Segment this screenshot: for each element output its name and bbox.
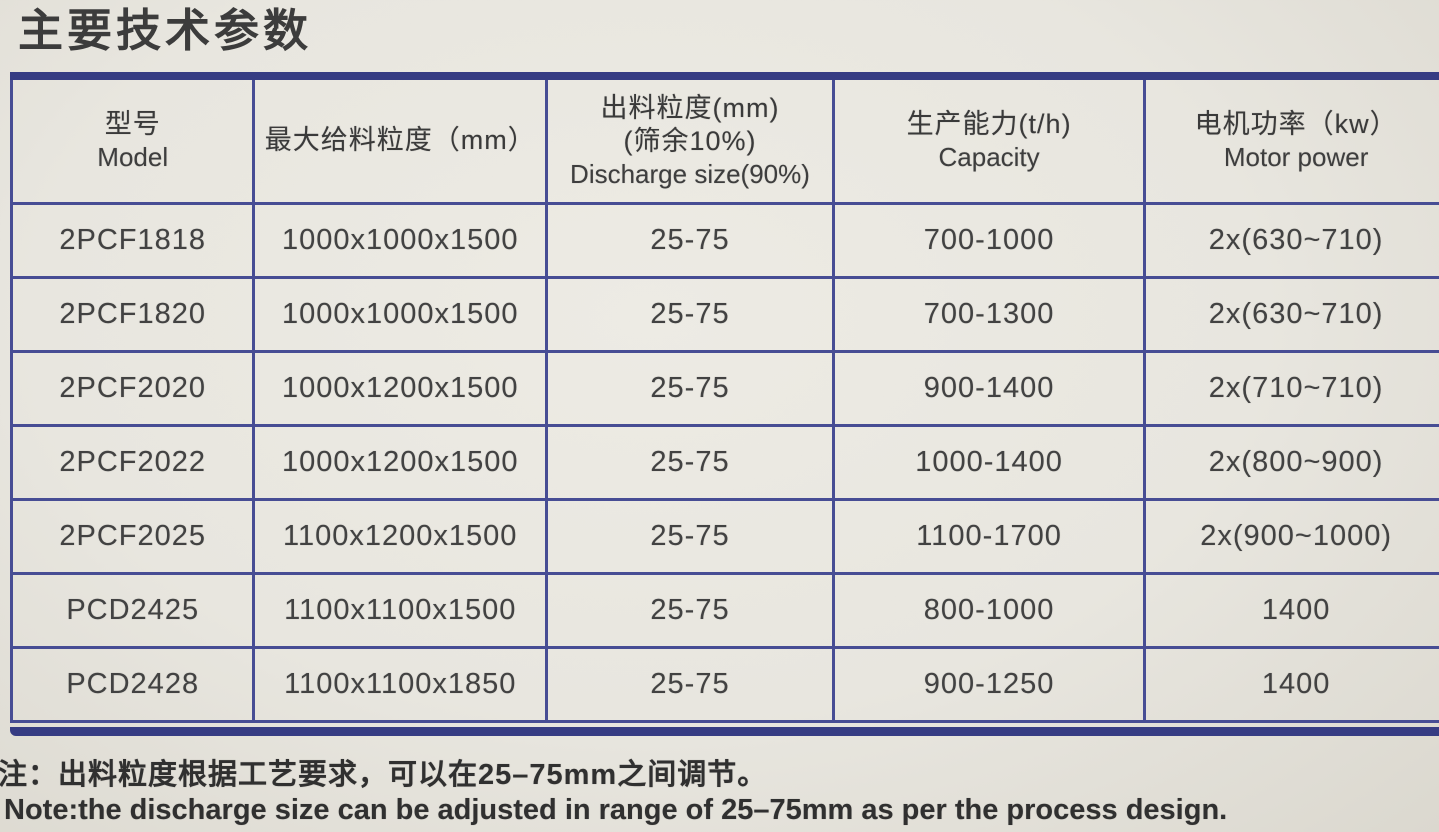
cell-capacity: 800-1000	[831, 571, 1147, 649]
header-capacity-en: Capacity	[938, 142, 1040, 173]
cell-model: PCD2428	[9, 645, 256, 723]
table-bottom-border	[10, 726, 1439, 736]
cell-discharge-size: 25-75	[545, 201, 835, 279]
cell-discharge-size: 25-75	[545, 275, 835, 353]
cell-model: 2PCF2022	[9, 423, 256, 501]
header-motor-en: Motor power	[1223, 142, 1369, 173]
cell-motor-power: 1400	[1143, 571, 1439, 649]
cell-capacity: 900-1400	[831, 349, 1147, 427]
header-capacity-zh: 生产能力(t/h)	[906, 109, 1072, 140]
cell-feed-size: 1000x1000x1500	[252, 275, 549, 353]
header-discharge-zh2: (筛余10%)	[623, 125, 757, 156]
cell-model: 2PCF2020	[9, 349, 256, 427]
cell-capacity: 900-1250	[831, 645, 1147, 723]
cell-motor-power: 2x(800~900)	[1143, 423, 1439, 501]
header-model-zh: 型号	[104, 109, 161, 140]
header-motor-zh: 电机功率（kw）	[1194, 109, 1398, 140]
cell-feed-size: 1000x1200x1500	[252, 349, 549, 427]
table-row: 2PCF2022 1000x1200x1500 25-75 1000-1400 …	[9, 423, 1439, 501]
cell-model: 2PCF1818	[9, 201, 256, 279]
cell-discharge-size: 25-75	[545, 571, 835, 649]
cell-capacity: 1100-1700	[831, 497, 1147, 575]
note-en: Note:the discharge size can be adjusted …	[4, 794, 1228, 826]
column-header-discharge-size: 出料粒度(mm) (筛余10%) Discharge size(90%)	[545, 80, 835, 205]
column-header-model: 型号 Model	[9, 80, 256, 205]
cell-discharge-size: 25-75	[545, 497, 835, 575]
cell-capacity: 700-1000	[831, 201, 1147, 279]
cell-motor-power: 2x(900~1000)	[1143, 497, 1439, 575]
page-title: 主要技术参数	[18, 5, 313, 56]
cell-capacity: 700-1300	[831, 275, 1147, 353]
table-row: 2PCF2025 1100x1200x1500 25-75 1100-1700 …	[9, 497, 1439, 575]
column-header-capacity: 生产能力(t/h) Capacity	[831, 80, 1147, 205]
table-row: PCD2428 1100x1100x1850 25-75 900-1250 14…	[9, 645, 1439, 723]
cell-feed-size: 1100x1100x1500	[252, 571, 549, 649]
cell-discharge-size: 25-75	[545, 423, 835, 501]
cell-motor-power: 2x(710~710)	[1143, 349, 1439, 427]
cell-motor-power: 1400	[1143, 645, 1439, 723]
spec-table: 型号 Model 最大给料粒度（mm） 出料粒度(mm) (筛余10%) Dis…	[9, 72, 1439, 736]
cell-model: 2PCF1820	[9, 275, 256, 353]
cell-model: 2PCF2025	[9, 497, 256, 575]
cell-discharge-size: 25-75	[545, 349, 835, 427]
header-model-en: Model	[97, 142, 169, 173]
footnotes: 注：出料粒度根据工艺要求，可以在25–75mm之间调节。 Note:the di…	[0, 758, 1439, 828]
cell-feed-size: 1100x1200x1500	[252, 497, 549, 575]
header-discharge-en: Discharge size(90%)	[570, 158, 810, 189]
note-zh: 注：出料粒度根据工艺要求，可以在25–75mm之间调节。	[0, 759, 768, 791]
table-row: 2PCF1818 1000x1000x1500 25-75 700-1000 2…	[9, 201, 1439, 279]
column-header-motor-power: 电机功率（kw） Motor power	[1143, 80, 1439, 205]
header-feed-size-zh: 最大给料粒度（mm）	[264, 125, 536, 156]
table-row: 2PCF1820 1000x1000x1500 25-75 700-1300 2…	[9, 275, 1439, 353]
cell-discharge-size: 25-75	[545, 645, 835, 723]
column-header-feed-size: 最大给料粒度（mm）	[252, 80, 549, 205]
cell-motor-power: 2x(630~710)	[1143, 275, 1439, 353]
cell-feed-size: 1000x1200x1500	[252, 423, 549, 501]
spec-table-grid: 型号 Model 最大给料粒度（mm） 出料粒度(mm) (筛余10%) Dis…	[9, 80, 1439, 723]
cell-feed-size: 1100x1100x1850	[252, 645, 549, 723]
cell-model: PCD2425	[9, 571, 256, 649]
cell-feed-size: 1000x1000x1500	[252, 201, 549, 279]
header-discharge-zh: 出料粒度(mm)	[600, 92, 780, 123]
cell-motor-power: 2x(630~710)	[1143, 201, 1439, 279]
table-row: PCD2425 1100x1100x1500 25-75 800-1000 14…	[9, 571, 1439, 649]
cell-capacity: 1000-1400	[831, 423, 1147, 501]
table-row: 2PCF2020 1000x1200x1500 25-75 900-1400 2…	[9, 349, 1439, 427]
header-row: 型号 Model 最大给料粒度（mm） 出料粒度(mm) (筛余10%) Dis…	[9, 80, 1439, 205]
table-top-border	[10, 72, 1439, 80]
